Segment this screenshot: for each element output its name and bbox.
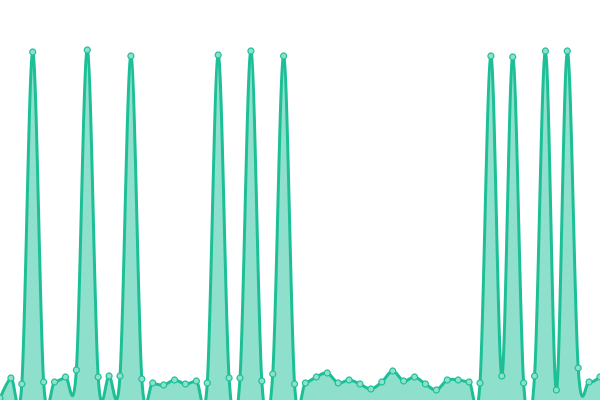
- data-point: [18, 380, 26, 388]
- data-points: [0, 46, 600, 400]
- data-point: [378, 378, 386, 386]
- data-point: [520, 379, 528, 387]
- data-point: [323, 369, 331, 377]
- data-point: [389, 367, 397, 375]
- data-point: [530, 372, 539, 380]
- data-point: [149, 379, 157, 387]
- series-area-fill: [0, 49, 600, 400]
- data-point: [574, 364, 582, 372]
- data-point: [290, 380, 299, 388]
- data-point: [400, 377, 408, 385]
- data-point: [345, 376, 353, 384]
- data-point: [258, 377, 266, 385]
- data-point: [356, 380, 364, 388]
- data-point: [454, 376, 462, 384]
- data-point: [29, 48, 37, 56]
- data-point: [83, 46, 91, 54]
- data-point: [105, 372, 113, 380]
- data-point: [312, 373, 320, 381]
- data-point: [476, 379, 484, 387]
- data-point: [280, 52, 288, 60]
- data-point: [225, 374, 233, 382]
- data-point: [301, 379, 310, 387]
- data-point: [367, 385, 375, 393]
- data-point: [116, 372, 124, 380]
- data-point: [596, 373, 600, 381]
- data-point: [203, 379, 211, 387]
- data-point: [7, 374, 15, 382]
- data-point: [61, 373, 70, 381]
- data-point: [247, 47, 255, 55]
- data-point: [138, 375, 146, 383]
- data-point: [334, 379, 342, 387]
- data-point: [127, 52, 135, 60]
- data-point: [160, 381, 168, 389]
- data-point: [585, 378, 593, 386]
- data-point: [214, 51, 222, 59]
- data-point: [72, 366, 80, 374]
- data-point: [498, 372, 506, 380]
- data-point: [0, 394, 4, 400]
- data-point: [509, 53, 517, 61]
- data-point: [563, 47, 571, 55]
- series-line: [0, 48, 600, 400]
- data-point: [192, 377, 200, 385]
- data-point: [94, 373, 102, 381]
- data-point: [487, 52, 495, 60]
- data-point: [465, 378, 473, 386]
- data-point: [170, 376, 179, 384]
- data-point: [443, 376, 451, 384]
- data-point: [50, 378, 59, 386]
- data-point: [269, 370, 277, 378]
- data-point: [421, 380, 430, 388]
- data-point: [552, 386, 560, 394]
- data-point: [40, 378, 48, 386]
- data-point: [541, 47, 550, 55]
- data-point: [432, 386, 440, 394]
- data-point: [236, 374, 244, 382]
- data-point: [410, 373, 419, 381]
- data-point: [181, 380, 190, 388]
